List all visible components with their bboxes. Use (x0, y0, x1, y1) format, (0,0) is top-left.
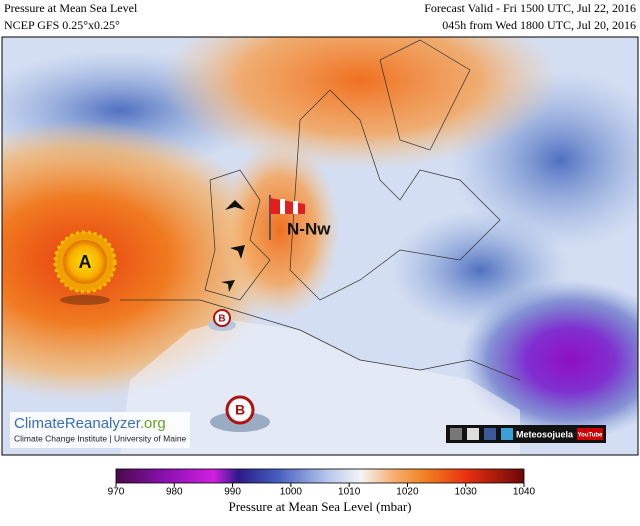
youtube: YouTube (578, 433, 603, 439)
low-label: B (218, 314, 225, 325)
colorbar-tick-label: 970 (108, 487, 125, 498)
colorbar-label: Pressure at Mean Sea Level (mbar) (228, 499, 411, 514)
colorbar-tick-label: 990 (224, 487, 241, 498)
valid-time: Forecast Valid - Fri 1500 UTC, Jul 22, 2… (424, 1, 636, 15)
model: NCEP GFS 0.25°x0.25° (4, 18, 120, 32)
site-name: ClimateReanalyzer.org (14, 415, 166, 432)
site-name-main: ClimateReanalyzer (14, 415, 141, 432)
high-label: A (79, 252, 92, 272)
colorbar-tick-label: 1000 (280, 487, 303, 498)
site-tld: .org (140, 415, 166, 432)
colorbar-tick-label: 1010 (338, 487, 361, 498)
title: Pressure at Mean Sea Level (4, 1, 138, 15)
colorbar-tick-label: 1040 (513, 487, 536, 498)
colorbar-tick-label: 1030 (455, 487, 478, 498)
map: N-Nw A B B ClimateReanalyzer.org Climate… (2, 37, 638, 455)
wind-label: N-Nw (287, 219, 331, 238)
lead-time: 045h from Wed 1800 UTC, Jul 20, 2016 (442, 18, 636, 32)
colorbar-tick-label: 1020 (396, 487, 419, 498)
colorbar-tick-label: 980 (166, 487, 183, 498)
institute: Climate Change Institute | University of… (14, 433, 187, 443)
low-label: B (235, 402, 245, 418)
channel: Meteosojuela (516, 429, 574, 439)
colorbar (115, 468, 525, 484)
